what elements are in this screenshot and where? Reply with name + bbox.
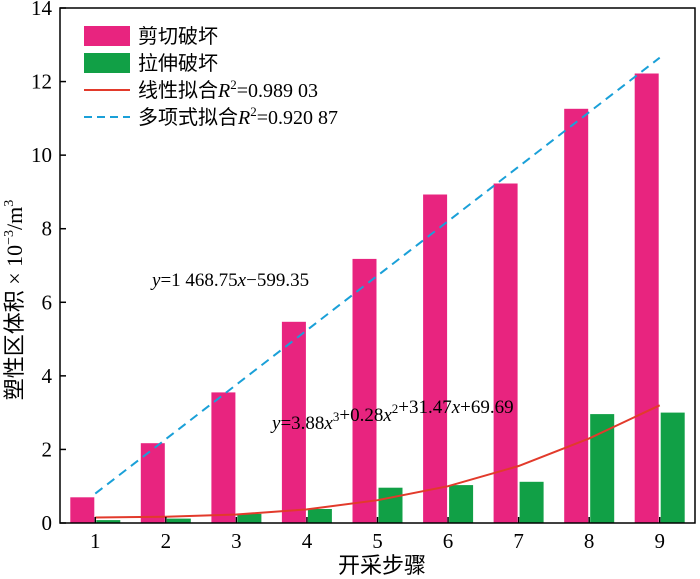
x-tick-label: 5 [372, 529, 383, 553]
y-tick-label: 8 [42, 217, 53, 241]
shear-bar-9 [634, 73, 659, 523]
x-tick-label: 6 [443, 529, 454, 553]
x-tick-label: 1 [90, 529, 101, 553]
legend-label: 拉伸破坏 [138, 52, 218, 75]
legend-swatch [84, 53, 130, 73]
poly-fit-equation: y=3.88x3+0.28x2+31.47x+69.69 [270, 397, 514, 434]
shear-bar-1 [70, 497, 95, 524]
y-tick-label: 14 [31, 0, 53, 20]
x-tick-label: 2 [161, 529, 172, 553]
y-tick-label: 10 [31, 143, 52, 167]
x-tick-label: 4 [302, 529, 313, 553]
x-tick-label: 3 [231, 529, 242, 553]
shear-bar-5 [352, 258, 377, 523]
y-tick-label: 12 [31, 70, 52, 94]
shear-bar-4 [281, 321, 306, 523]
y-axis-label: 塑性区体积 × 10−3/m3 [2, 200, 27, 401]
bars-layer [70, 73, 685, 524]
poly-fit-line [95, 404, 661, 519]
shear-bar-7 [493, 183, 518, 523]
shear-bar-3 [211, 392, 236, 523]
legend-label: 多项式拟合R2=0.920 87 [138, 104, 338, 129]
tension-bar-3 [237, 513, 262, 523]
legend-label: 线性拟合R2=0.989 03 [138, 77, 318, 102]
legend-swatch [84, 26, 130, 46]
y-tick-label: 4 [42, 364, 53, 388]
tension-bar-8 [590, 414, 615, 523]
shear-bar-8 [564, 108, 589, 524]
tension-bar-9 [660, 412, 685, 523]
x-tick-label: 9 [654, 529, 665, 553]
y-tick-label: 6 [42, 290, 53, 314]
linear-fit-equation: y=1 468.75x−599.35 [150, 270, 309, 291]
tension-bar-2 [166, 518, 191, 523]
tension-bar-4 [307, 509, 332, 523]
tension-bar-1 [96, 520, 121, 523]
axes-layer [59, 7, 696, 524]
x-tick-label: 8 [584, 529, 595, 553]
shear-bar-6 [423, 194, 448, 523]
legend-label: 剪切破坏 [138, 25, 218, 48]
tension-bar-7 [519, 481, 544, 523]
fit-lines-layer [94, 56, 661, 519]
x-tick-label: 7 [513, 529, 524, 553]
y-tick-label: 0 [42, 511, 53, 535]
tension-bar-6 [449, 485, 474, 523]
x-tick-labels: 1 2 3 4 5 6 7 8 9 [90, 529, 665, 553]
tension-bar-5 [378, 487, 403, 523]
y-tick-labels: 0 2 4 6 8 10 12 14 [31, 0, 53, 535]
y-tick-label: 2 [42, 437, 53, 461]
x-axis-label: 开采步骤 [338, 553, 426, 578]
